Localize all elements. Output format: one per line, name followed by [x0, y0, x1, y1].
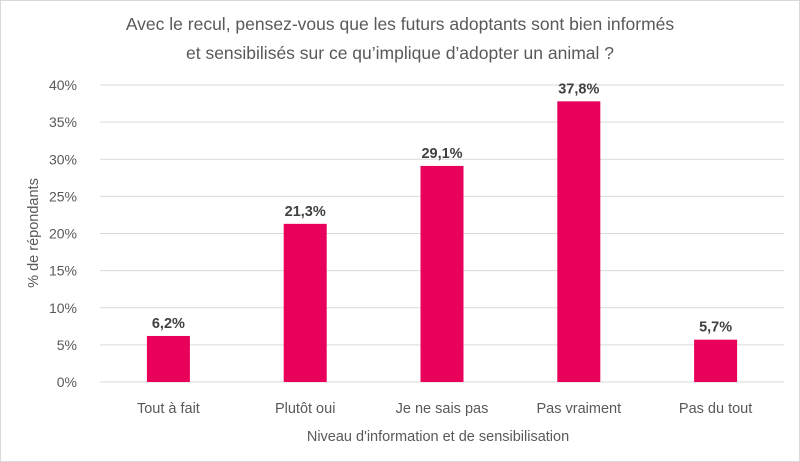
y-axis-title: % de répondants — [26, 178, 42, 288]
data-label: 5,7% — [699, 320, 732, 336]
bars — [146, 101, 738, 383]
bar — [694, 339, 738, 382]
data-label: 29,1% — [421, 146, 462, 162]
data-label: 37,8% — [558, 81, 599, 97]
y-axis-ticks: 0% 5% 10% 15% 20% 25% 30% 35% 40% — [49, 77, 77, 390]
x-axis-title: Niveau d'information et de sensibilisati… — [307, 429, 569, 445]
x-category-label: Tout à fait — [137, 401, 200, 417]
x-axis-categories: Tout à fait Plutôt oui Je ne sais pas Pas v… — [137, 401, 752, 417]
y-tick-label: 10% — [49, 300, 77, 316]
bar — [420, 165, 464, 382]
bar — [283, 223, 327, 382]
y-tick-label: 5% — [57, 337, 77, 353]
data-label: 6,2% — [152, 316, 185, 332]
bar — [146, 335, 190, 382]
y-tick-label: 15% — [49, 263, 77, 279]
x-category-label: Plutôt oui — [275, 401, 335, 417]
y-tick-label: 30% — [49, 151, 77, 167]
x-category-label: Pas du tout — [679, 401, 752, 417]
x-category-label: Pas vraiment — [536, 401, 621, 417]
y-tick-label: 35% — [49, 114, 77, 130]
y-tick-label: 0% — [57, 374, 77, 390]
y-tick-label: 20% — [49, 226, 77, 242]
chart-title: Avec le recul, pensez-vous que les futur… — [126, 14, 675, 63]
chart-title-line-1: Avec le recul, pensez-vous que les futur… — [126, 14, 675, 34]
x-category-label: Je ne sais pas — [396, 401, 489, 417]
chart-title-line-2: et sensibilisés sur ce qu’implique d’ado… — [186, 43, 614, 63]
y-tick-label: 40% — [49, 77, 77, 93]
bar — [557, 101, 601, 383]
data-labels: 6,2% 21,3% 29,1% 37,8% 5,7% — [152, 81, 732, 335]
y-tick-label: 25% — [49, 188, 77, 204]
data-label: 21,3% — [285, 204, 326, 220]
